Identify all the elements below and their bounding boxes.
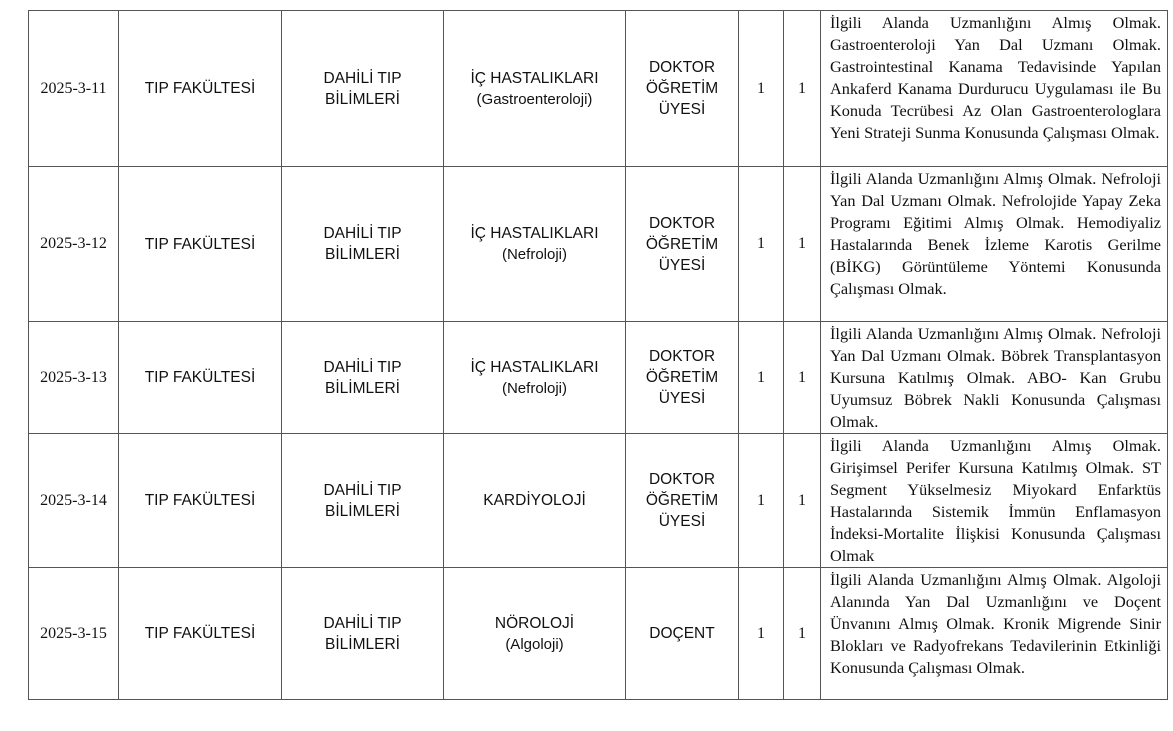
department: İÇ HASTALIKLARI (Nefroloji) bbox=[443, 321, 626, 434]
position-code: 2025-3-15 bbox=[28, 567, 119, 700]
position-code: 2025-3-14 bbox=[28, 433, 119, 568]
requirements: İlgili Alanda Uzmanlığını Almış Olmak. G… bbox=[820, 433, 1168, 568]
count-a: 1 bbox=[738, 166, 784, 322]
faculty: TIP FAKÜLTESİ bbox=[118, 567, 282, 700]
subdepartment: (Nefroloji) bbox=[501, 246, 567, 263]
division: DAHİLİ TIP BİLİMLERİ bbox=[281, 433, 444, 568]
department-name: İÇ HASTALIKLARI bbox=[470, 225, 599, 242]
subdepartment: (Gastroenteroloji) bbox=[476, 90, 593, 108]
academic-title: DOKTOR ÖĞRETİM ÜYESİ bbox=[625, 321, 739, 434]
department: NÖROLOJİ (Algoloji) bbox=[443, 567, 626, 700]
subdepartment: (Algoloji) bbox=[505, 635, 564, 653]
faculty: TIP FAKÜLTESİ bbox=[118, 166, 282, 322]
faculty: TIP FAKÜLTESİ bbox=[118, 433, 282, 568]
count-b: 1 bbox=[783, 10, 821, 167]
table-row: 2025-3-12 TIP FAKÜLTESİ DAHİLİ TIP BİLİM… bbox=[28, 166, 1168, 322]
academic-title: DOÇENT bbox=[625, 567, 739, 700]
requirements: İlgili Alanda Uzmanlığını Almış Olmak. G… bbox=[820, 10, 1168, 167]
position-code: 2025-3-13 bbox=[28, 321, 119, 434]
department: İÇ HASTALIKLARI (Gastroenteroloji) bbox=[443, 10, 626, 167]
faculty: TIP FAKÜLTESİ bbox=[118, 10, 282, 167]
department: İÇ HASTALIKLARI (Nefroloji) bbox=[443, 166, 626, 322]
department-name: İÇ HASTALIKLARI bbox=[470, 69, 599, 87]
table-row: 2025-3-13 TIP FAKÜLTESİ DAHİLİ TIP BİLİM… bbox=[28, 321, 1168, 434]
faculty: TIP FAKÜLTESİ bbox=[118, 321, 282, 434]
position-code: 2025-3-11 bbox=[28, 10, 119, 167]
count-a: 1 bbox=[738, 567, 784, 700]
division: DAHİLİ TIP BİLİMLERİ bbox=[281, 321, 444, 434]
department-name: KARDİYOLOJİ bbox=[483, 492, 586, 509]
department-name: İÇ HASTALIKLARI bbox=[470, 358, 599, 376]
table-row: 2025-3-11 TIP FAKÜLTESİ DAHİLİ TIP BİLİM… bbox=[28, 10, 1168, 167]
department: KARDİYOLOJİ bbox=[443, 433, 626, 568]
academic-title: DOKTOR ÖĞRETİM ÜYESİ bbox=[625, 433, 739, 568]
subdepartment: (Nefroloji) bbox=[501, 379, 567, 397]
count-a: 1 bbox=[738, 321, 784, 434]
division: DAHİLİ TIP BİLİMLERİ bbox=[281, 166, 444, 322]
count-b: 1 bbox=[783, 321, 821, 434]
academic-title: DOKTOR ÖĞRETİM ÜYESİ bbox=[625, 10, 739, 167]
academic-title: DOKTOR ÖĞRETİM ÜYESİ bbox=[625, 166, 739, 322]
requirements: İlgili Alanda Uzmanlığını Almış Olmak. N… bbox=[820, 166, 1168, 322]
division: DAHİLİ TIP BİLİMLERİ bbox=[281, 567, 444, 700]
division: DAHİLİ TIP BİLİMLERİ bbox=[281, 10, 444, 167]
table-row: 2025-3-15 TIP FAKÜLTESİ DAHİLİ TIP BİLİM… bbox=[28, 567, 1168, 700]
count-a: 1 bbox=[738, 433, 784, 568]
table-row: 2025-3-14 TIP FAKÜLTESİ DAHİLİ TIP BİLİM… bbox=[28, 433, 1168, 568]
requirements: İlgili Alanda Uzmanlığını Almış Olmak. A… bbox=[820, 567, 1168, 700]
count-b: 1 bbox=[783, 166, 821, 322]
count-a: 1 bbox=[738, 10, 784, 167]
count-b: 1 bbox=[783, 567, 821, 700]
position-code: 2025-3-12 bbox=[28, 166, 119, 322]
positions-table: 2025-3-11 TIP FAKÜLTESİ DAHİLİ TIP BİLİM… bbox=[28, 10, 1168, 700]
department-name: NÖROLOJİ bbox=[494, 614, 575, 632]
count-b: 1 bbox=[783, 433, 821, 568]
requirements: İlgili Alanda Uzmanlığını Almış Olmak. N… bbox=[820, 321, 1168, 434]
